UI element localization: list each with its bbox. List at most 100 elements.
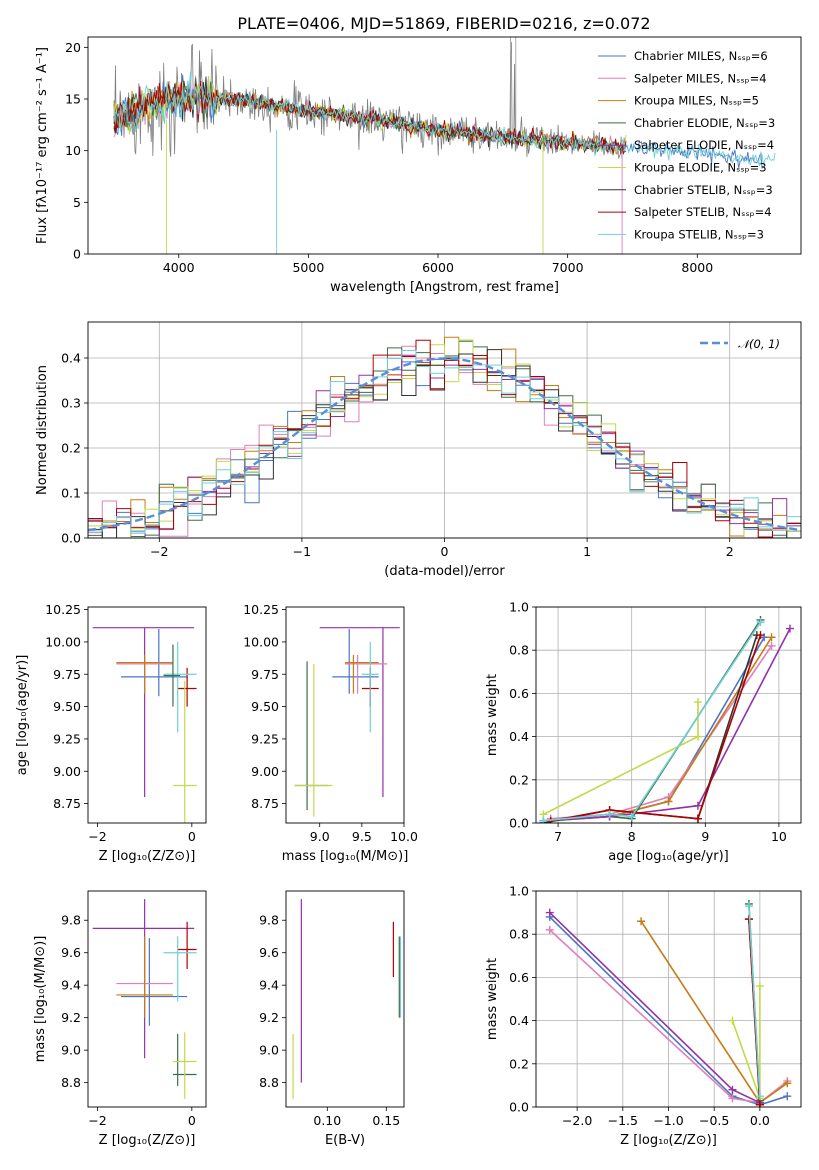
- legend-residuals: 𝒩(0, 1): [700, 337, 780, 351]
- x-tick-label: 9.5: [352, 829, 372, 844]
- x-tick-label: 0: [188, 1113, 196, 1128]
- y-tick-label: 1.0: [509, 600, 529, 615]
- x-tick-label: 10: [771, 829, 787, 844]
- x-tick-label: 8000: [681, 260, 713, 275]
- y-tick-label: 5: [73, 195, 81, 210]
- plus-marker: [539, 816, 548, 823]
- x-tick-label: 10.0: [390, 829, 418, 844]
- mass-weight-series-4: [545, 908, 764, 1107]
- plus-marker: [693, 801, 702, 810]
- y-tick-label: 9.4: [61, 978, 81, 993]
- y-tick-label: 9.6: [259, 945, 279, 960]
- y-axis-label: mass weight: [485, 674, 500, 756]
- y-tick-label: 0.2: [509, 772, 529, 787]
- x-tick-label: 1: [583, 544, 591, 559]
- axes-residuals: −2 −1 0 1 2 0.0 0.1 0.2 0.3 0.4 (data-model)/error…: [35, 321, 802, 579]
- y-tick-label: 9.75: [251, 667, 279, 682]
- legend-label: Salpeter STELIB, Nₛₛₚ=4: [634, 205, 772, 219]
- x-tick-label: 8: [628, 829, 636, 844]
- y-tick-label: 10.25: [243, 602, 279, 617]
- plus-marker: [767, 641, 776, 650]
- plus-marker: [728, 1085, 737, 1094]
- y-tick-label: 0: [73, 247, 81, 262]
- legend-label: Chabrier MILES, Nₛₛₚ=6: [634, 49, 768, 63]
- ticks-mass_vs_ebv: 0.10 0.15 8.8 9.0 9.2 9.4 9.6 9.8: [259, 913, 400, 1128]
- y-axis-label: Normed distribution: [35, 365, 50, 495]
- mass-weight-line: [550, 645, 773, 820]
- mass-weight-line: [543, 621, 762, 822]
- x-tick-label: 2: [726, 544, 734, 559]
- model-line-series-8: [113, 71, 776, 167]
- axes-frame: [535, 606, 802, 824]
- x-tick-label: −1: [293, 544, 311, 559]
- errorbar-point-series-5: [172, 1032, 197, 1099]
- x-tick-label: 0: [441, 544, 449, 559]
- plot-area-mw_vs_age: [539, 615, 794, 823]
- grid-mw_vs_Z: [536, 890, 801, 1108]
- grid-mw_vs_age: [536, 606, 801, 824]
- x-tick-label: 6000: [422, 260, 454, 275]
- mass-weight-line: [549, 929, 788, 1104]
- y-tick-label: 0.4: [509, 729, 529, 744]
- errorbar-point-series-5: [294, 663, 333, 817]
- gaussian-reference-line: [88, 357, 799, 532]
- mass-weight-line: [748, 906, 761, 1097]
- figure-title: PLATE=0406, MJD=51869, FIBERID=0216, z=0…: [237, 14, 650, 33]
- x-tick-label: 0.0: [750, 1113, 770, 1128]
- plot-area-age_vs_Z: [92, 627, 197, 823]
- x-axis-label: Z [log₁₀(Z/Z⊙)]: [99, 849, 196, 864]
- y-axis-label: Flux [fλ10⁻¹⁷ erg cm⁻² s⁻¹ A⁻¹]: [35, 47, 50, 244]
- mass-weight-series-5: [539, 698, 702, 819]
- y-tick-label: 0.0: [509, 1100, 529, 1115]
- plot-area-mass_vs_ebv: [292, 899, 402, 1099]
- y-tick-label: 0.4: [61, 351, 81, 366]
- x-axis-label: E(B-V): [325, 1133, 365, 1148]
- mass-weight-line: [543, 634, 758, 823]
- plot-area-mw_vs_Z: [545, 899, 792, 1107]
- y-tick-label: 0.8: [509, 643, 529, 658]
- x-tick-label: −0.5: [699, 1113, 729, 1128]
- errorbar-point-series-5: [172, 680, 197, 823]
- x-tick-label: −2.0: [562, 1113, 592, 1128]
- legend-label: Salpeter MILES, Nₛₛₚ=4: [634, 71, 767, 85]
- y-tick-label: 9.25: [251, 731, 279, 746]
- mass-weight-series-8: [744, 902, 764, 1101]
- x-tick-label: 7000: [552, 260, 584, 275]
- plus-marker: [664, 797, 673, 806]
- x-axis-label: Z [log₁₀(Z/Z⊙)]: [620, 1133, 717, 1148]
- y-tick-label: 9.75: [53, 667, 81, 682]
- x-tick-label: −2: [88, 1113, 106, 1128]
- plus-marker: [545, 908, 554, 917]
- y-tick-label: 9.50: [53, 699, 81, 714]
- plot-area-spectrum: [113, 37, 776, 254]
- x-tick-label: −2: [88, 829, 106, 844]
- y-tick-label: 9.0: [61, 1043, 81, 1058]
- y-tick-label: 8.8: [61, 1075, 81, 1090]
- plus-marker: [693, 732, 702, 741]
- plot-area-age_vs_mass: [294, 627, 400, 817]
- x-tick-label: −1.0: [653, 1113, 683, 1128]
- x-axis-label: Z [log₁₀(Z/Z⊙)]: [99, 1133, 196, 1148]
- plus-marker: [755, 1092, 764, 1101]
- y-tick-label: 8.8: [259, 1075, 279, 1090]
- plus-marker: [693, 698, 702, 707]
- y-tick-label: 0.6: [509, 686, 529, 701]
- plus-marker: [785, 624, 794, 633]
- y-tick-label: 9.00: [53, 764, 81, 779]
- x-axis-label: age [log₁₀(age/yr)]: [608, 849, 729, 864]
- ticks-residuals: −2 −1 0 1 2 0.0 0.1 0.2 0.3 0.4: [61, 351, 734, 560]
- axes-mass_vs_ebv: 0.10 0.15 8.8 9.0 9.2 9.4 9.6 9.8 E(B-V): [259, 890, 405, 1148]
- x-tick-label: 0: [188, 829, 196, 844]
- legend-label: Salpeter ELODIE, Nₛₛₚ=4: [634, 138, 774, 152]
- axes-frame: [87, 36, 802, 255]
- errorbar-point-series-2: [116, 936, 173, 1018]
- y-tick-label: 20: [65, 40, 81, 55]
- y-tick-label: 0.4: [509, 1013, 529, 1028]
- plot-area-mass_vs_Z: [92, 899, 197, 1099]
- x-tick-label: 0.15: [372, 1113, 400, 1128]
- x-tick-label: 0.10: [313, 1113, 341, 1128]
- x-tick-label: 9.0: [310, 829, 330, 844]
- ticks-mass_vs_Z: −2 0 8.8 9.0 9.2 9.4 9.6 9.8: [61, 913, 196, 1128]
- errorbar-point-series-4: [92, 899, 195, 1059]
- mass-weight-series-4: [539, 624, 794, 823]
